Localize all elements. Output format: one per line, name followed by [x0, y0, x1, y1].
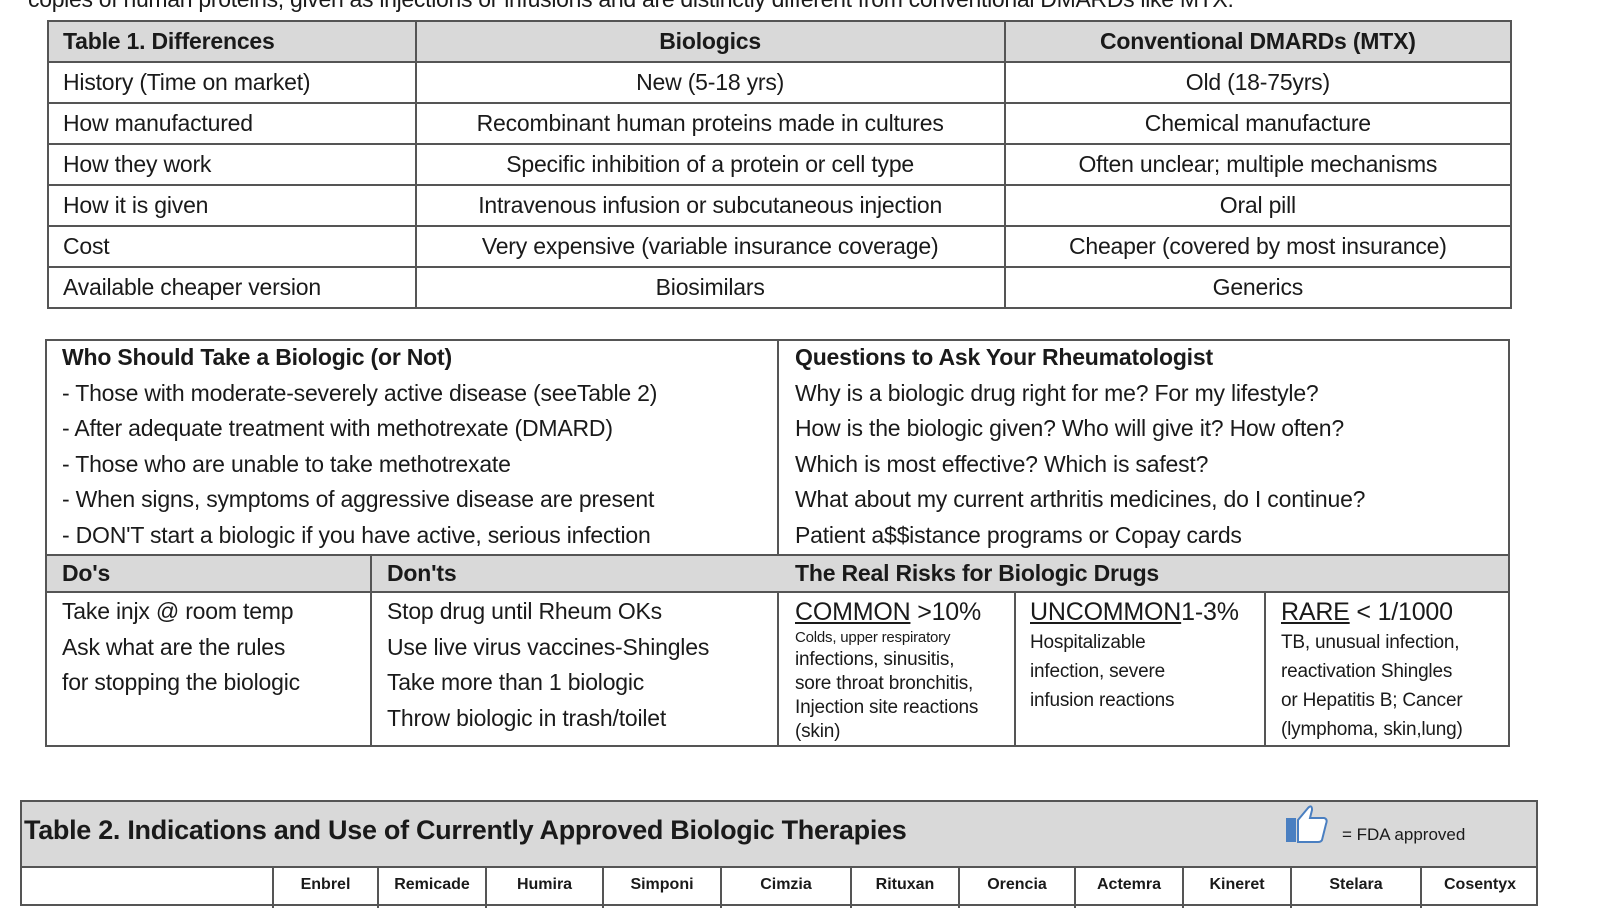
table-cell: Old (18-75yrs): [1003, 61, 1513, 104]
column-header: Biologics: [414, 20, 1006, 63]
table-row: History (Time on market) New (5-18 yrs) Ol…: [47, 61, 1513, 104]
risk-value: 1-3%: [1181, 598, 1239, 626]
column-header: Rituxan: [850, 868, 958, 908]
row-label: How it is given: [47, 184, 417, 227]
risk-label: RARE: [1281, 598, 1350, 626]
table-row: Cost Very expensive (variable insurance c…: [47, 225, 1513, 268]
dos-list: Take injx @ room temp Ask what are the ru…: [62, 594, 300, 701]
donts-list: Stop drug until Rheum OKs Use live virus …: [387, 594, 709, 736]
list-item: Take injx @ room temp: [62, 598, 294, 624]
table-cell: Very expensive (variable insurance cover…: [414, 225, 1006, 268]
row-label: Available cheaper version: [47, 266, 417, 309]
row-label: History (Time on market): [47, 61, 417, 104]
section-title: Who Should Take a Biologic (or Not): [62, 344, 452, 370]
dos-title: Do's: [62, 560, 111, 586]
list-item: Why is a biologic drug right for me? For…: [795, 379, 1319, 406]
table-row: How it is given Intravenous infusion or s…: [47, 184, 1513, 227]
table-cell: New (5-18 yrs): [414, 61, 1006, 104]
table-cell: Specific inhibition of a protein or cell…: [414, 143, 1006, 186]
list-item: Throw biologic in trash/toilet: [387, 704, 667, 731]
list-item: for stopping the biologic: [62, 669, 300, 695]
column-header: Cimzia: [720, 868, 850, 908]
list-item: Stop drug until Rheum OKs: [387, 598, 662, 624]
table-title: Table 1. Differences: [47, 20, 417, 63]
risk-text-line: or Hepatitis B; Cancer: [1281, 690, 1463, 711]
list-item: - Those with moderate-severely active di…: [62, 379, 658, 406]
list-item: - Those who are unable to take methotrex…: [62, 450, 511, 477]
table-cell: Chemical manufacture: [1003, 102, 1513, 145]
column-header: Actemra: [1074, 868, 1182, 908]
questions-section: Questions to Ask Your Rheumatologist Why…: [795, 340, 1365, 553]
risk-text-line: (skin): [795, 721, 841, 742]
risk-label: COMMON: [795, 598, 911, 626]
column-header: Remicade: [377, 868, 485, 908]
risk-text-line: infections, sinusitis,: [795, 649, 955, 670]
column-header: Orencia: [958, 868, 1074, 908]
row-label: How they work: [47, 143, 417, 186]
table2-title: Table 2. Indications and Use of Currentl…: [24, 815, 907, 845]
risks-title: The Real Risks for Biologic Drugs: [795, 560, 1160, 586]
intro-text: copies of human proteins, given as injec…: [28, 0, 1234, 13]
risk-uncommon: UNCOMMON1-3% Hospitalizable infection, se…: [1030, 596, 1239, 715]
risk-common: COMMON >10% Colds, upper respiratory inf…: [795, 596, 981, 744]
risk-text-line: Injection site reactions: [795, 697, 979, 718]
table-differences: Table 1. Differences Biologics Conventio…: [47, 20, 1513, 309]
risk-value: < 1/1000: [1349, 598, 1453, 626]
table-cell: Often unclear; multiple mechanisms: [1003, 143, 1513, 186]
table-header-row: Table 1. Differences Biologics Conventio…: [47, 20, 1513, 63]
risk-text-line: infection, severe: [1030, 661, 1165, 682]
fda-legend: = FDA approved: [1342, 825, 1466, 844]
risk-value: >10%: [910, 598, 982, 626]
table-cell: Biosimilars: [414, 266, 1006, 309]
row-label: Cost: [47, 225, 417, 268]
risk-text: Colds, upper respiratory: [795, 629, 951, 646]
column-header: Conventional DMARDs (MTX): [1003, 20, 1513, 63]
list-item: What about my current arthritis medicine…: [795, 486, 1366, 512]
who-should-take-section: Who Should Take a Biologic (or Not) - Th…: [62, 340, 657, 553]
table-cell: Cheaper (covered by most insurance): [1003, 225, 1513, 268]
risk-text-line: TB, unusual infection,: [1281, 632, 1460, 653]
risk-text-line: infusion reactions: [1030, 690, 1175, 711]
risk-text-line: Hospitalizable: [1030, 632, 1146, 653]
table-cell: Oral pill: [1003, 184, 1513, 227]
column-header: Humira: [485, 868, 602, 908]
risk-text-line: sore throat bronchitis,: [795, 673, 974, 694]
table-row: Available cheaper version Biosimilars Gene…: [47, 266, 1513, 309]
risk-rare: RARE < 1/1000 TB, unusual infection, reac…: [1281, 596, 1463, 744]
table2-column-header-row: Enbrel Remicade Humira Simponi Cimzia Rituxan…: [20, 866, 1538, 908]
list-item: How is the biologic given? Who will give…: [795, 415, 1344, 441]
risk-label: UNCOMMON: [1030, 598, 1182, 626]
list-item: - DON'T start a biologic if you have act…: [62, 521, 651, 548]
table-cell: Intravenous infusion or subcutaneous inj…: [414, 184, 1006, 227]
list-item: Which is most effective? Which is safest…: [795, 450, 1209, 477]
table2-header: [20, 800, 1538, 868]
column-header: Simponi: [602, 868, 720, 908]
donts-title: Don'ts: [387, 560, 457, 586]
column-header: Enbrel: [272, 868, 377, 908]
list-item: - After adequate treatment with methotre…: [62, 415, 613, 441]
table-row: How they work Specific inhibition of a pr…: [47, 143, 1513, 186]
risk-text-line: (lymphoma, skin,lung): [1281, 719, 1463, 740]
thumbs-up-icon: [1286, 805, 1328, 843]
list-item: - When signs, symptoms of aggressive dis…: [62, 486, 655, 512]
column-header: Kineret: [1182, 868, 1290, 908]
list-item: Use live virus vaccines-Shingles: [387, 633, 710, 660]
list-item: Ask what are the rules: [62, 633, 286, 660]
table-cell: Generics: [1003, 266, 1513, 309]
row-label: How manufactured: [47, 102, 417, 145]
list-item: Take more than 1 biologic: [387, 669, 645, 695]
table-row: How manufactured Recombinant human protei…: [47, 102, 1513, 145]
column-header: Cosentyx: [1420, 868, 1538, 908]
risk-text-line: reactivation Shingles: [1281, 661, 1453, 682]
section-title: Questions to Ask Your Rheumatologist: [795, 344, 1213, 370]
table-cell: Recombinant human proteins made in cultu…: [414, 102, 1006, 145]
list-item: Patient a$$istance programs or Copay car…: [795, 521, 1242, 548]
column-header: [22, 868, 272, 908]
column-header: Stelara: [1290, 868, 1420, 908]
